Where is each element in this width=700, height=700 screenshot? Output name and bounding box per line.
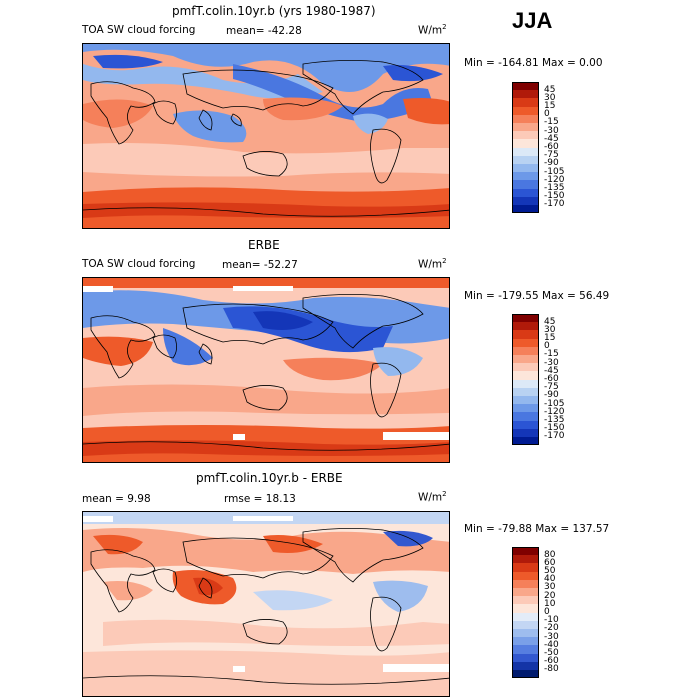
panel-2-title: ERBE — [248, 238, 280, 252]
colorbar-tick-label: -120 — [544, 406, 565, 417]
colorbar-tick-label: -45 — [544, 365, 559, 376]
colorbar-tick-label: -150 — [544, 423, 565, 434]
colorbar-tick-label: -30 — [544, 631, 559, 642]
colorbar-tick-label: -90 — [544, 158, 559, 169]
colorbar-tick-label: -75 — [544, 382, 559, 393]
colorbar-tick-label: -60 — [544, 142, 559, 152]
colorbar-tick-label: 40 — [544, 574, 556, 585]
panel-3-units: W/m2 — [418, 490, 447, 504]
colorbar-tick-label: -105 — [544, 398, 565, 409]
colorbar-tick-label: -80 — [544, 664, 559, 675]
panel-1-units: W/m2 — [418, 23, 447, 37]
colorbar-tick-label: 30 — [544, 582, 556, 593]
panel-1-field-label: TOA SW cloud forcing — [82, 24, 196, 36]
colorbar-tick-label: -15 — [544, 117, 559, 128]
colorbar-tick-label: -15 — [544, 349, 559, 360]
colorbar-tick-label: 30 — [544, 324, 556, 335]
panel-1-title: pmfT.colin.10yr.b (yrs 1980-1987) — [172, 4, 376, 18]
colorbar-tick-label: -20 — [544, 623, 559, 634]
season-label: JJA — [512, 8, 553, 33]
colorbar-tick-label: 20 — [544, 590, 556, 601]
colorbar-tick-label: -135 — [544, 415, 565, 425]
colorbar-tick-label: 45 — [544, 316, 556, 327]
colorbar-tick-label: -45 — [544, 133, 559, 144]
colorbar-tick-label: 0 — [544, 109, 550, 120]
panel-2-units: W/m2 — [418, 257, 447, 271]
panel-1-map — [82, 43, 450, 229]
panel-2-minmax: Min = -179.55 Max = 56.49 — [464, 290, 610, 302]
colorbar-tick-label: -30 — [544, 125, 559, 136]
colorbar-tick-label: 0 — [544, 607, 550, 617]
colorbar-tick-label: 60 — [544, 557, 556, 568]
colorbar-tick-label: 50 — [544, 566, 556, 576]
panel-2-map — [82, 277, 450, 463]
colorbar-tick-label: -40 — [544, 639, 559, 650]
panel-3-mean: mean = 9.98 — [82, 493, 151, 505]
panel-3-title: pmfT.colin.10yr.b - ERBE — [196, 471, 343, 485]
colorbar-tick-label: 15 — [544, 333, 556, 343]
colorbar-tick-label: 45 — [544, 84, 556, 95]
panel-1-mean: mean= -42.28 — [226, 25, 302, 37]
colorbar-tick-label: -170 — [544, 199, 565, 210]
colorbar-tick-label: -120 — [544, 174, 565, 185]
panel-2-field-label: TOA SW cloud forcing — [82, 258, 196, 270]
colorbar-tick-label: -50 — [544, 648, 559, 658]
panel-3-map — [82, 511, 450, 697]
colorbar-tick-label: -135 — [544, 183, 565, 193]
colorbar-tick-label: 10 — [544, 598, 556, 609]
colorbar-tick-label: -75 — [544, 150, 559, 161]
colorbar-tick-label: -170 — [544, 431, 565, 442]
colorbar-tick-label: -90 — [544, 390, 559, 401]
colorbar-tick-label: -30 — [544, 357, 559, 368]
colorbar-tick-label: -10 — [544, 615, 559, 626]
colorbar-tick-label: -150 — [544, 191, 565, 202]
colorbar-tick-label: 80 — [544, 549, 556, 560]
colorbar-tick-label: 30 — [544, 92, 556, 103]
panel-2-mean: mean= -52.27 — [222, 259, 298, 271]
panel-1-minmax: Min = -164.81 Max = 0.00 — [464, 57, 603, 69]
colorbar-tick-label: 15 — [544, 101, 556, 111]
panel-3-minmax: Min = -79.88 Max = 137.57 — [464, 523, 610, 535]
colorbar-tick-label: 0 — [544, 341, 550, 352]
panel-3-rmse: rmse = 18.13 — [224, 493, 296, 505]
colorbar-tick-label: -60 — [544, 374, 559, 384]
colorbar-tick-label: -105 — [544, 166, 565, 177]
colorbar-tick-label: -60 — [544, 656, 559, 667]
